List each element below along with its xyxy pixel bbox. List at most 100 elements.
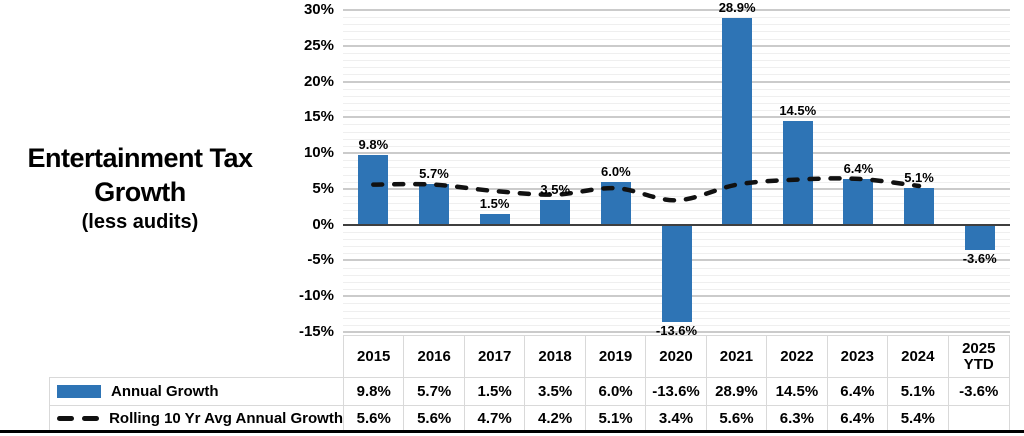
table-cell-rolling-2019: 5.1% [586,406,647,431]
table-cell-rolling-2020: 3.4% [646,406,707,431]
gridline-minor [343,145,1010,147]
bar-label-2017: 1.5% [479,195,510,211]
table-cell-annual-2015: 9.8% [344,378,405,406]
bar-label-2024: 5.1% [904,170,934,186]
gridline-minor [343,38,1010,40]
zero-axis-line [343,223,1010,226]
gridline-minor [343,67,1010,69]
gridline-minor [343,174,1010,176]
y-tick-label: 15% [303,108,334,126]
gridline-minor [343,17,1010,19]
bar-label-2025-ytd: -3.6% [962,251,997,267]
table-cell-annual-2023: 6.4% [827,378,889,406]
table-header-2015: 2015 [344,336,405,378]
table-header-2016: 2016 [404,336,465,378]
table-header-2019: 2019 [585,336,647,378]
plot-area: 9.8% 5.7% 1.5% 3.5% 6.0% -13.6% 28.9% 14.5% 6.4%… [343,0,1010,337]
legend-label-rolling-avg: Rolling 10 Yr Avg Annual Growth [109,409,343,427]
y-tick-label: 5% [312,179,334,197]
table-cell-annual-2024: 5.1% [888,378,949,406]
bottom-border-line [0,430,1024,433]
gridline-minor [343,203,1010,205]
bar-2017 [479,213,510,225]
table-header-2017: 2017 [464,336,526,378]
bar-2022 [782,120,813,225]
table-cell-rolling-2016: 5.6% [404,406,465,431]
gridline-minor [343,217,1010,219]
table-header-2023: 2023 [827,336,889,378]
y-tick-label: 20% [303,72,334,90]
table-header-2024: 2024 [888,336,949,378]
table-cell-annual-2017: 1.5% [464,378,526,406]
gridline-major [343,331,1010,333]
legend-label-annual-growth: Annual Growth [111,383,219,400]
table-cell-rolling-2021: 5.6% [707,406,768,431]
legend: Annual Growth Rolling 10 Yr Avg Annual G… [49,377,343,430]
table-cell-rolling-2018: 4.2% [525,406,586,431]
gridline-minor [343,124,1010,126]
legend-dash-swatch [57,415,100,421]
table-cell-annual-2019: 6.0% [585,378,647,406]
rolling-avg-line [371,176,922,203]
bar-2021 [722,17,753,225]
table-cell-annual-2021: 28.9% [706,378,768,406]
table-cell-rolling-2015: 5.6% [344,406,405,431]
table-header-2022: 2022 [767,336,828,378]
gridline-major [343,187,1010,190]
gridline-minor [343,24,1010,26]
y-tick-label: -10% [298,287,334,305]
table-cell-rolling-2022: 6.3% [767,406,828,431]
bar-2025-ytd [964,224,995,251]
gridline-major [343,80,1010,83]
gridline-minor [343,196,1010,198]
gridline-minor [343,210,1010,212]
y-tick-label: -15% [298,323,334,340]
bar-2023 [843,178,874,225]
table-header-2025-ytd: 2025 YTD [948,336,1009,378]
bar-label-2019: 6.0% [601,163,631,179]
chart-subtitle: (less audits) [81,211,199,233]
gridline-major [343,116,1010,119]
bar-label-2016: 5.7% [419,165,449,181]
table-header-2018: 2018 [525,336,586,378]
legend-item-rolling-avg: Rolling 10 Yr Avg Annual Growth [50,406,343,430]
gridline-minor [343,131,1010,133]
gridline-minor [343,324,1010,326]
table-cell-rolling-2017: 4.7% [465,406,526,431]
data-table: 2015 2016 2017 2018 2019 2020 2021 2022 2023 2024… [343,335,1010,431]
bar-label-2015: 9.8% [358,136,389,152]
legend-item-annual-growth: Annual Growth [50,378,343,406]
bar-2016 [418,183,449,225]
gridline-minor [343,31,1010,33]
dash-icon [57,415,74,421]
gridline-minor [343,95,1010,97]
y-tick-label: -5% [307,251,334,269]
gridline-minor [343,181,1010,183]
table-cell-annual-2018: 3.5% [525,378,586,406]
table-cell-annual-2016: 5.7% [404,378,465,406]
gridline-minor [343,167,1010,169]
bar-label-2023: 6.4% [843,160,874,176]
bar-label-2021: 28.9% [718,0,756,15]
table-header-2021: 2021 [706,336,768,378]
gridline-minor [343,138,1010,140]
gridline-minor [343,52,1010,54]
y-tick-label: 10% [303,144,334,162]
chart-title-line2: Growth [94,177,186,207]
gridline-minor [343,60,1010,62]
dash-icon [82,415,100,421]
chart-title-line1: Entertainment Tax [27,143,253,173]
bar-label-2020: -13.6% [655,322,698,338]
title-block: Entertainment Tax Growth (less audits) [0,141,280,235]
table-header-2020: 2020 [646,336,707,378]
y-tick-label: 25% [303,36,334,54]
table-cell-annual-2025-ytd: -3.6% [948,378,1009,406]
gridline-minor [343,160,1010,162]
table-cell-annual-2020: -13.6% [646,378,707,406]
gridline-major [343,9,1010,11]
bar-label-2022: 14.5% [779,102,817,118]
table-cell-rolling-2025-ytd [949,406,1009,431]
gridline-major [343,44,1010,47]
bar-2015 [358,154,389,225]
